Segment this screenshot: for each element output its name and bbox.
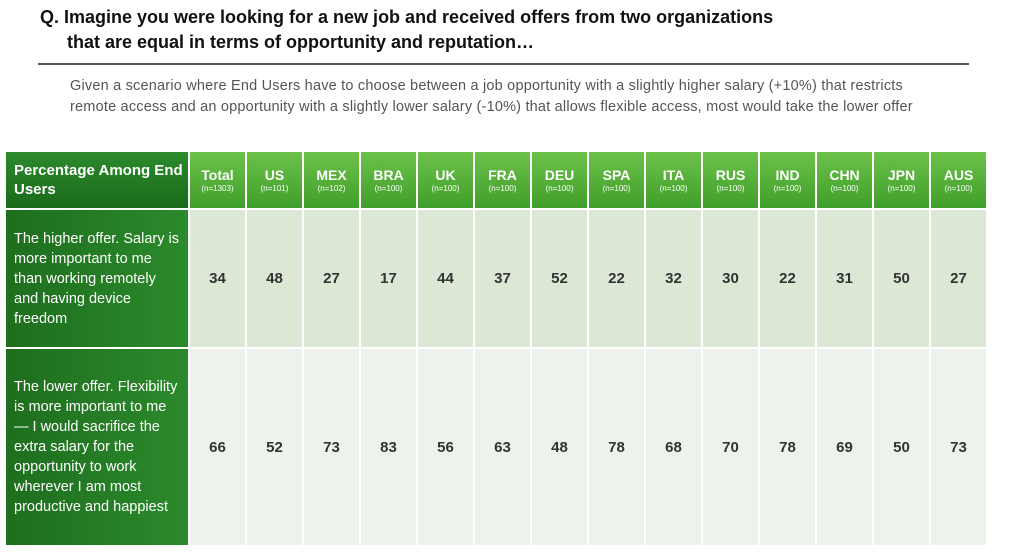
column-code: DEU <box>544 166 575 183</box>
question-line-1: Q. Imagine you were looking for a new jo… <box>40 7 774 27</box>
table-cell-value: 22 <box>760 210 815 347</box>
table-cell-value: 48 <box>247 210 302 347</box>
header-label: Percentage Among End Users <box>6 152 188 208</box>
column-sample-size: (n=100) <box>830 183 859 193</box>
table-body: The higher offer. Salary is more importa… <box>6 210 986 545</box>
table-cell-value: 52 <box>247 349 302 545</box>
table-cell-value: 44 <box>418 210 473 347</box>
column-header-deu: DEU (n=100) <box>532 152 587 208</box>
column-sample-size: (n=100) <box>374 183 403 193</box>
column-header-bra: BRA (n=100) <box>361 152 416 208</box>
column-code: IND <box>775 166 800 183</box>
column-header-total: Total (n=1303) <box>190 152 245 208</box>
table-cell-value: 27 <box>931 210 986 347</box>
column-code: BRA <box>373 166 404 183</box>
table-cell-value: 63 <box>475 349 530 545</box>
column-header-rus: RUS (n=100) <box>703 152 758 208</box>
column-sample-size: (n=100) <box>602 183 631 193</box>
table-cell-value: 52 <box>532 210 587 347</box>
table-cell-value: 56 <box>418 349 473 545</box>
table-cell-value: 30 <box>703 210 758 347</box>
column-header-aus: AUS (n=100) <box>931 152 986 208</box>
column-header-fra: FRA (n=100) <box>475 152 530 208</box>
column-code: FRA <box>488 166 517 183</box>
column-sample-size: (n=100) <box>488 183 517 193</box>
title-divider <box>38 63 969 65</box>
table-row: The higher offer. Salary is more importa… <box>6 210 986 347</box>
column-sample-size: (n=1303) <box>201 183 234 193</box>
column-code: ITA <box>662 166 685 183</box>
table-header-row: Percentage Among End Users Total (n=1303)… <box>6 152 986 208</box>
table-cell-value: 69 <box>817 349 872 545</box>
table-cell-value: 48 <box>532 349 587 545</box>
table-cell-value: 73 <box>931 349 986 545</box>
table-cell-value: 66 <box>190 349 245 545</box>
column-code: MEX <box>316 166 347 183</box>
column-sample-size: (n=100) <box>887 183 916 193</box>
column-header-chn: CHN (n=100) <box>817 152 872 208</box>
column-header-spa: SPA (n=100) <box>589 152 644 208</box>
column-sample-size: (n=100) <box>944 183 973 193</box>
column-header-us: US (n=101) <box>247 152 302 208</box>
table-cell-value: 50 <box>874 210 929 347</box>
column-code: US <box>264 166 285 183</box>
subtitle: Given a scenario where End Users have to… <box>70 78 913 115</box>
column-header-uk: UK (n=100) <box>418 152 473 208</box>
column-header-mex: MEX (n=102) <box>304 152 359 208</box>
column-code: RUS <box>715 166 746 183</box>
column-code: UK <box>435 166 456 183</box>
results-table: Percentage Among End Users Total (n=1303)… <box>4 150 988 547</box>
column-code: AUS <box>943 166 974 183</box>
table-cell-value: 31 <box>817 210 872 347</box>
column-code: CHN <box>829 166 860 183</box>
column-code: SPA <box>602 166 631 183</box>
table-cell-value: 37 <box>475 210 530 347</box>
table-cell-value: 70 <box>703 349 758 545</box>
column-header-ita: ITA (n=100) <box>646 152 701 208</box>
table-cell-value: 34 <box>190 210 245 347</box>
table-cell-value: 32 <box>646 210 701 347</box>
row-label: The higher offer. Salary is more importa… <box>6 210 188 347</box>
column-code: JPN <box>887 166 916 183</box>
column-sample-size: (n=101) <box>260 183 289 193</box>
table-cell-value: 83 <box>361 349 416 545</box>
table-cell-value: 27 <box>304 210 359 347</box>
column-sample-size: (n=102) <box>317 183 346 193</box>
table-cell-value: 22 <box>589 210 644 347</box>
question-line-2: that are equal in terms of opportunity a… <box>67 32 535 52</box>
column-header-ind: IND (n=100) <box>760 152 815 208</box>
row-label: The lower offer. Flexibility is more imp… <box>6 349 188 545</box>
column-sample-size: (n=100) <box>716 183 745 193</box>
table-cell-value: 68 <box>646 349 701 545</box>
table-row: The lower offer. Flexibility is more imp… <box>6 349 986 545</box>
table-cell-value: 78 <box>589 349 644 545</box>
column-sample-size: (n=100) <box>773 183 802 193</box>
table-cell-value: 73 <box>304 349 359 545</box>
column-code: Total <box>201 166 234 183</box>
table-cell-value: 17 <box>361 210 416 347</box>
column-sample-size: (n=100) <box>545 183 574 193</box>
table-cell-value: 78 <box>760 349 815 545</box>
column-sample-size: (n=100) <box>431 183 460 193</box>
column-sample-size: (n=100) <box>659 183 688 193</box>
column-header-jpn: JPN (n=100) <box>874 152 929 208</box>
table-cell-value: 50 <box>874 349 929 545</box>
